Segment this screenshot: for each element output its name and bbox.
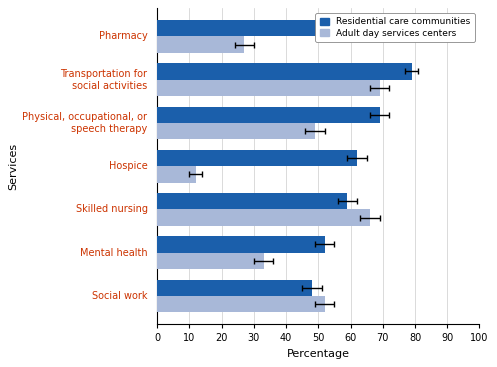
Bar: [157, 80, 380, 96]
Bar: [157, 106, 380, 123]
Bar: [157, 63, 412, 80]
Bar: [157, 166, 196, 183]
Bar: [157, 296, 325, 312]
Y-axis label: Services: Services: [8, 143, 18, 190]
Bar: [157, 280, 312, 296]
X-axis label: Percentage: Percentage: [287, 349, 350, 359]
Bar: [157, 150, 357, 166]
Bar: [157, 236, 325, 253]
Bar: [157, 123, 315, 139]
Bar: [157, 253, 263, 269]
Bar: [157, 210, 370, 226]
Bar: [157, 20, 421, 36]
Bar: [157, 36, 244, 53]
Bar: [157, 193, 347, 210]
Legend: Residential care communities, Adult day services centers: Residential care communities, Adult day …: [316, 13, 475, 42]
